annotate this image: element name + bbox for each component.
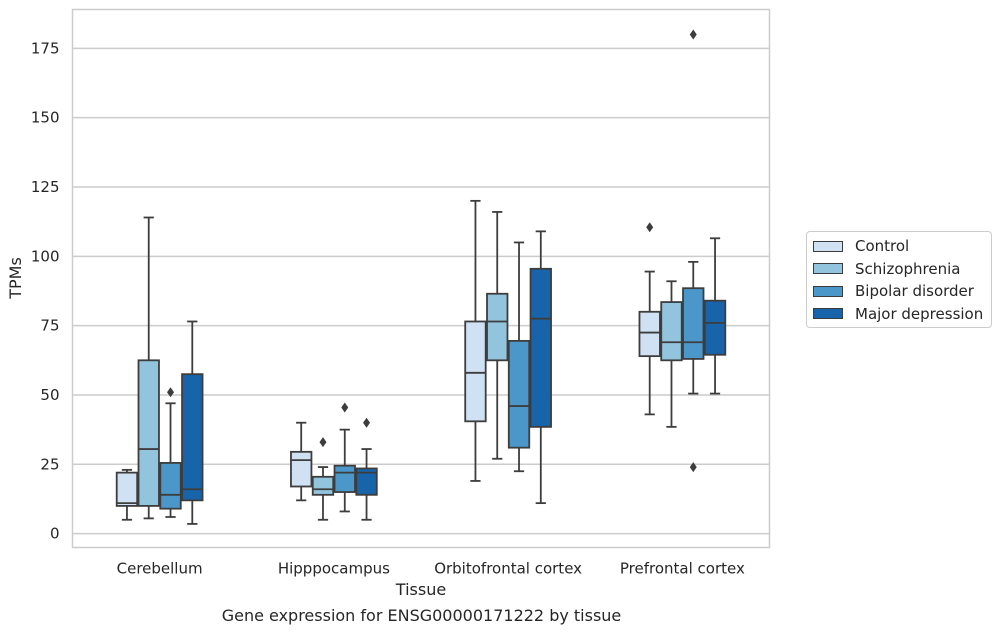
legend-item: Major depression [807, 303, 991, 326]
outlier-marker [689, 462, 697, 473]
iqr-box [290, 450, 313, 488]
legend-swatch [813, 240, 843, 252]
iqr-box [311, 475, 335, 496]
x-tick-label: Cerebellum [117, 560, 203, 578]
y-tick-labels: 0 25 50 75 100 125 150 175 [31, 39, 60, 542]
legend-label: Major depression [855, 304, 984, 323]
outlier-marker [646, 222, 654, 233]
y-tick-label: 100 [31, 247, 60, 265]
legend-item: Control [807, 235, 991, 258]
iqr-box [355, 467, 378, 496]
y-tick-label: 25 [40, 455, 59, 473]
iqr-box [486, 292, 509, 362]
legend-label: Bipolar disorder [855, 282, 974, 301]
iqr-box [137, 359, 160, 507]
y-tick-label: 175 [31, 39, 60, 57]
iqr-box [181, 373, 204, 502]
legend-item: Bipolar disorder [807, 280, 991, 303]
boxes-layer [115, 29, 727, 525]
outlier-marker [689, 29, 697, 40]
x-tick-label: Prefrontal cortex [620, 560, 745, 578]
box-bipolar-disorder [333, 402, 356, 513]
legend-item: Schizophrenia [807, 258, 991, 281]
box-major-depression [529, 230, 552, 505]
box-control [115, 468, 139, 521]
outlier-marker [319, 437, 327, 448]
box-schizophrenia [486, 211, 509, 460]
iqr-box [115, 471, 139, 507]
y-tick-label: 125 [31, 178, 60, 196]
iqr-box [682, 287, 705, 360]
y-axis-label: TPMs [6, 257, 25, 300]
iqr-box [703, 299, 727, 356]
box-control [290, 421, 313, 502]
outlier-marker [341, 402, 349, 413]
x-tick-label: Orbitofrontal cortex [434, 560, 582, 578]
y-tick-label: 75 [40, 317, 59, 335]
x-tick-labels: Cerebellum Hipppocampus Orbitofrontal cort… [117, 560, 745, 578]
y-tick-label: 0 [50, 525, 60, 543]
legend-label: Schizophrenia [855, 259, 961, 278]
legend-swatch [813, 285, 843, 297]
box-schizophrenia [137, 216, 160, 520]
iqr-box [529, 267, 552, 428]
legend-swatch [813, 308, 843, 320]
y-tick-label: 50 [40, 386, 59, 404]
box-major-depression [703, 237, 727, 395]
box-schizophrenia [311, 437, 335, 521]
iqr-box [159, 462, 182, 510]
figure-caption: Gene expression for ENSG00000171222 by t… [221, 606, 622, 625]
y-tick-label: 150 [31, 109, 60, 127]
box-bipolar-disorder [682, 29, 705, 473]
box-major-depression [355, 417, 378, 521]
iqr-box [660, 301, 683, 362]
box-control [464, 199, 487, 482]
legend-label: Control [855, 237, 910, 256]
legend-swatch [813, 263, 843, 275]
x-tick-label: Hipppocampus [278, 560, 390, 578]
iqr-box [464, 320, 487, 423]
box-control [638, 222, 661, 416]
box-schizophrenia [660, 280, 683, 428]
iqr-box [638, 310, 661, 358]
grid-layer [72, 47, 770, 535]
box-major-depression [181, 320, 204, 525]
iqr-box [333, 464, 356, 493]
legend: Control Schizophrenia Bipolar disorder Majo… [806, 231, 992, 328]
outlier-marker [363, 417, 371, 428]
box-bipolar-disorder [159, 387, 182, 518]
outlier-marker [167, 387, 175, 398]
iqr-box [507, 339, 531, 449]
x-axis-label: Tissue [395, 580, 446, 599]
plot-area-frame [71, 8, 771, 549]
box-bipolar-disorder [507, 241, 531, 473]
